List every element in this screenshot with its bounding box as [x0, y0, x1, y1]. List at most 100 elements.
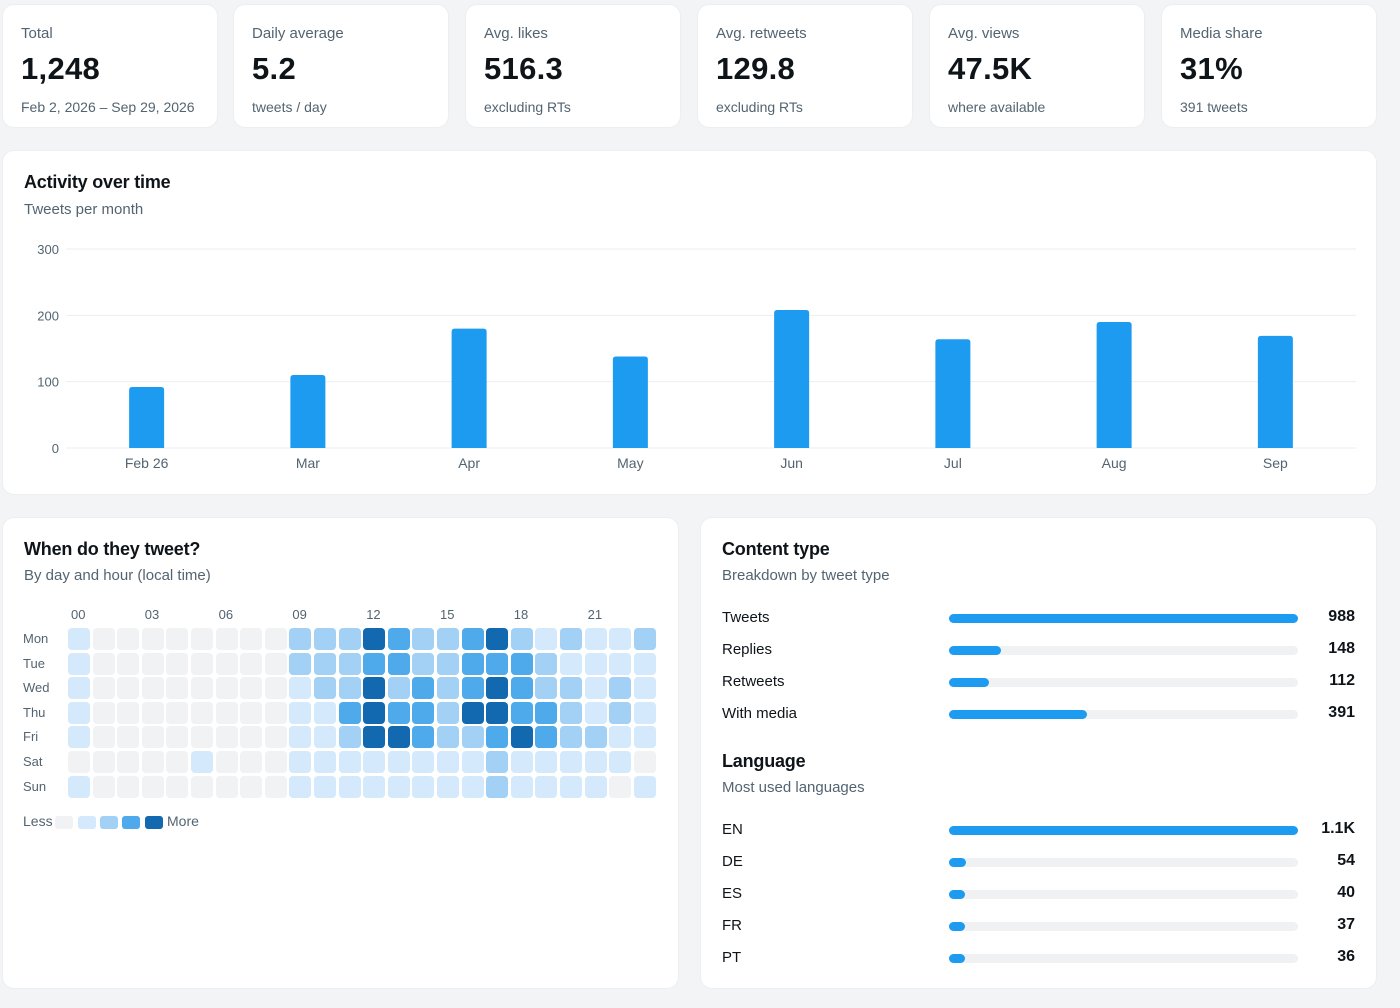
- heatmap-cell[interactable]: [117, 677, 140, 700]
- heatmap-cell[interactable]: [461, 701, 484, 724]
- heatmap-cell[interactable]: [535, 652, 558, 675]
- heatmap-cell[interactable]: [314, 652, 336, 675]
- heatmap-cell[interactable]: [486, 701, 509, 724]
- heatmap-cell[interactable]: [461, 775, 484, 798]
- heatmap-cell[interactable]: [584, 701, 607, 724]
- heatmap-cell[interactable]: [141, 652, 164, 675]
- heatmap-cell[interactable]: [191, 652, 213, 675]
- heatmap-cell[interactable]: [289, 701, 312, 724]
- heatmap-cell[interactable]: [510, 751, 533, 773]
- bar-mar[interactable]: [290, 375, 326, 448]
- heatmap-cell[interactable]: [68, 726, 90, 749]
- heatmap-cell[interactable]: [92, 677, 115, 700]
- heatmap-cell[interactable]: [363, 726, 386, 749]
- heatmap-cell[interactable]: [486, 677, 509, 700]
- heatmap-cell[interactable]: [387, 751, 410, 773]
- heatmap-cell[interactable]: [486, 775, 509, 798]
- heatmap-cell[interactable]: [314, 751, 336, 773]
- heatmap-cell[interactable]: [387, 726, 410, 749]
- heatmap-cell[interactable]: [486, 726, 509, 749]
- heatmap-cell[interactable]: [289, 677, 312, 700]
- heatmap-cell[interactable]: [609, 751, 632, 773]
- heatmap-cell[interactable]: [264, 652, 287, 675]
- heatmap-cell[interactable]: [191, 751, 213, 773]
- heatmap-cell[interactable]: [141, 751, 164, 773]
- heatmap-cell[interactable]: [191, 701, 213, 724]
- heatmap-cell[interactable]: [191, 628, 213, 650]
- heatmap-cell[interactable]: [338, 775, 361, 798]
- heatmap-cell[interactable]: [584, 628, 607, 650]
- heatmap-cell[interactable]: [609, 726, 632, 749]
- bar-jul[interactable]: [935, 339, 971, 448]
- bar-apr[interactable]: [451, 328, 487, 448]
- heatmap-cell[interactable]: [141, 726, 164, 749]
- heatmap-cell[interactable]: [363, 775, 386, 798]
- heatmap-cell[interactable]: [68, 701, 90, 724]
- heatmap-cell[interactable]: [510, 628, 533, 650]
- heatmap-cell[interactable]: [166, 751, 189, 773]
- heatmap-cell[interactable]: [289, 628, 312, 650]
- heatmap-cell[interactable]: [609, 701, 632, 724]
- heatmap-cell[interactable]: [117, 726, 140, 749]
- heatmap-cell[interactable]: [92, 775, 115, 798]
- heatmap-cell[interactable]: [166, 677, 189, 700]
- heatmap-cell[interactable]: [560, 775, 582, 798]
- heatmap-cell[interactable]: [191, 775, 213, 798]
- heatmap-cell[interactable]: [240, 677, 263, 700]
- heatmap-cell[interactable]: [560, 726, 582, 749]
- bar-jun[interactable]: [774, 310, 810, 448]
- heatmap-cell[interactable]: [437, 726, 459, 749]
- heatmap-cell[interactable]: [363, 751, 386, 773]
- heatmap-cell[interactable]: [633, 628, 656, 650]
- heatmap-cell[interactable]: [68, 775, 90, 798]
- heatmap-cell[interactable]: [141, 628, 164, 650]
- heatmap-cell[interactable]: [609, 677, 632, 700]
- heatmap-cell[interactable]: [584, 726, 607, 749]
- heatmap-cell[interactable]: [141, 701, 164, 724]
- heatmap-cell[interactable]: [191, 677, 213, 700]
- heatmap-cell[interactable]: [338, 652, 361, 675]
- heatmap-cell[interactable]: [609, 652, 632, 675]
- heatmap-cell[interactable]: [314, 677, 336, 700]
- heatmap-cell[interactable]: [535, 677, 558, 700]
- heatmap-cell[interactable]: [633, 726, 656, 749]
- heatmap-cell[interactable]: [412, 628, 435, 650]
- heatmap-cell[interactable]: [314, 775, 336, 798]
- heatmap-cell[interactable]: [510, 701, 533, 724]
- heatmap-cell[interactable]: [412, 652, 435, 675]
- heatmap-cell[interactable]: [289, 775, 312, 798]
- heatmap-cell[interactable]: [486, 652, 509, 675]
- heatmap-cell[interactable]: [92, 751, 115, 773]
- heatmap-cell[interactable]: [264, 751, 287, 773]
- heatmap-cell[interactable]: [240, 652, 263, 675]
- heatmap-cell[interactable]: [117, 701, 140, 724]
- heatmap-cell[interactable]: [92, 701, 115, 724]
- heatmap-cell[interactable]: [363, 628, 386, 650]
- heatmap-cell[interactable]: [510, 726, 533, 749]
- bar-sep[interactable]: [1257, 335, 1293, 448]
- heatmap-cell[interactable]: [338, 677, 361, 700]
- heatmap-cell[interactable]: [117, 751, 140, 773]
- heatmap-cell[interactable]: [461, 751, 484, 773]
- heatmap-cell[interactable]: [338, 726, 361, 749]
- heatmap-cell[interactable]: [609, 628, 632, 650]
- heatmap-cell[interactable]: [437, 701, 459, 724]
- heatmap-cell[interactable]: [68, 652, 90, 675]
- heatmap-cell[interactable]: [117, 628, 140, 650]
- heatmap-cell[interactable]: [387, 775, 410, 798]
- heatmap-cell[interactable]: [633, 775, 656, 798]
- heatmap-cell[interactable]: [363, 701, 386, 724]
- heatmap-cell[interactable]: [166, 628, 189, 650]
- heatmap-cell[interactable]: [166, 726, 189, 749]
- heatmap-cell[interactable]: [240, 628, 263, 650]
- heatmap-cell[interactable]: [117, 652, 140, 675]
- heatmap-cell[interactable]: [215, 775, 238, 798]
- heatmap-cell[interactable]: [633, 701, 656, 724]
- heatmap-cell[interactable]: [289, 726, 312, 749]
- heatmap-cell[interactable]: [633, 652, 656, 675]
- heatmap-cell[interactable]: [92, 628, 115, 650]
- heatmap-cell[interactable]: [363, 652, 386, 675]
- heatmap-cell[interactable]: [437, 628, 459, 650]
- heatmap-cell[interactable]: [560, 701, 582, 724]
- heatmap-cell[interactable]: [461, 677, 484, 700]
